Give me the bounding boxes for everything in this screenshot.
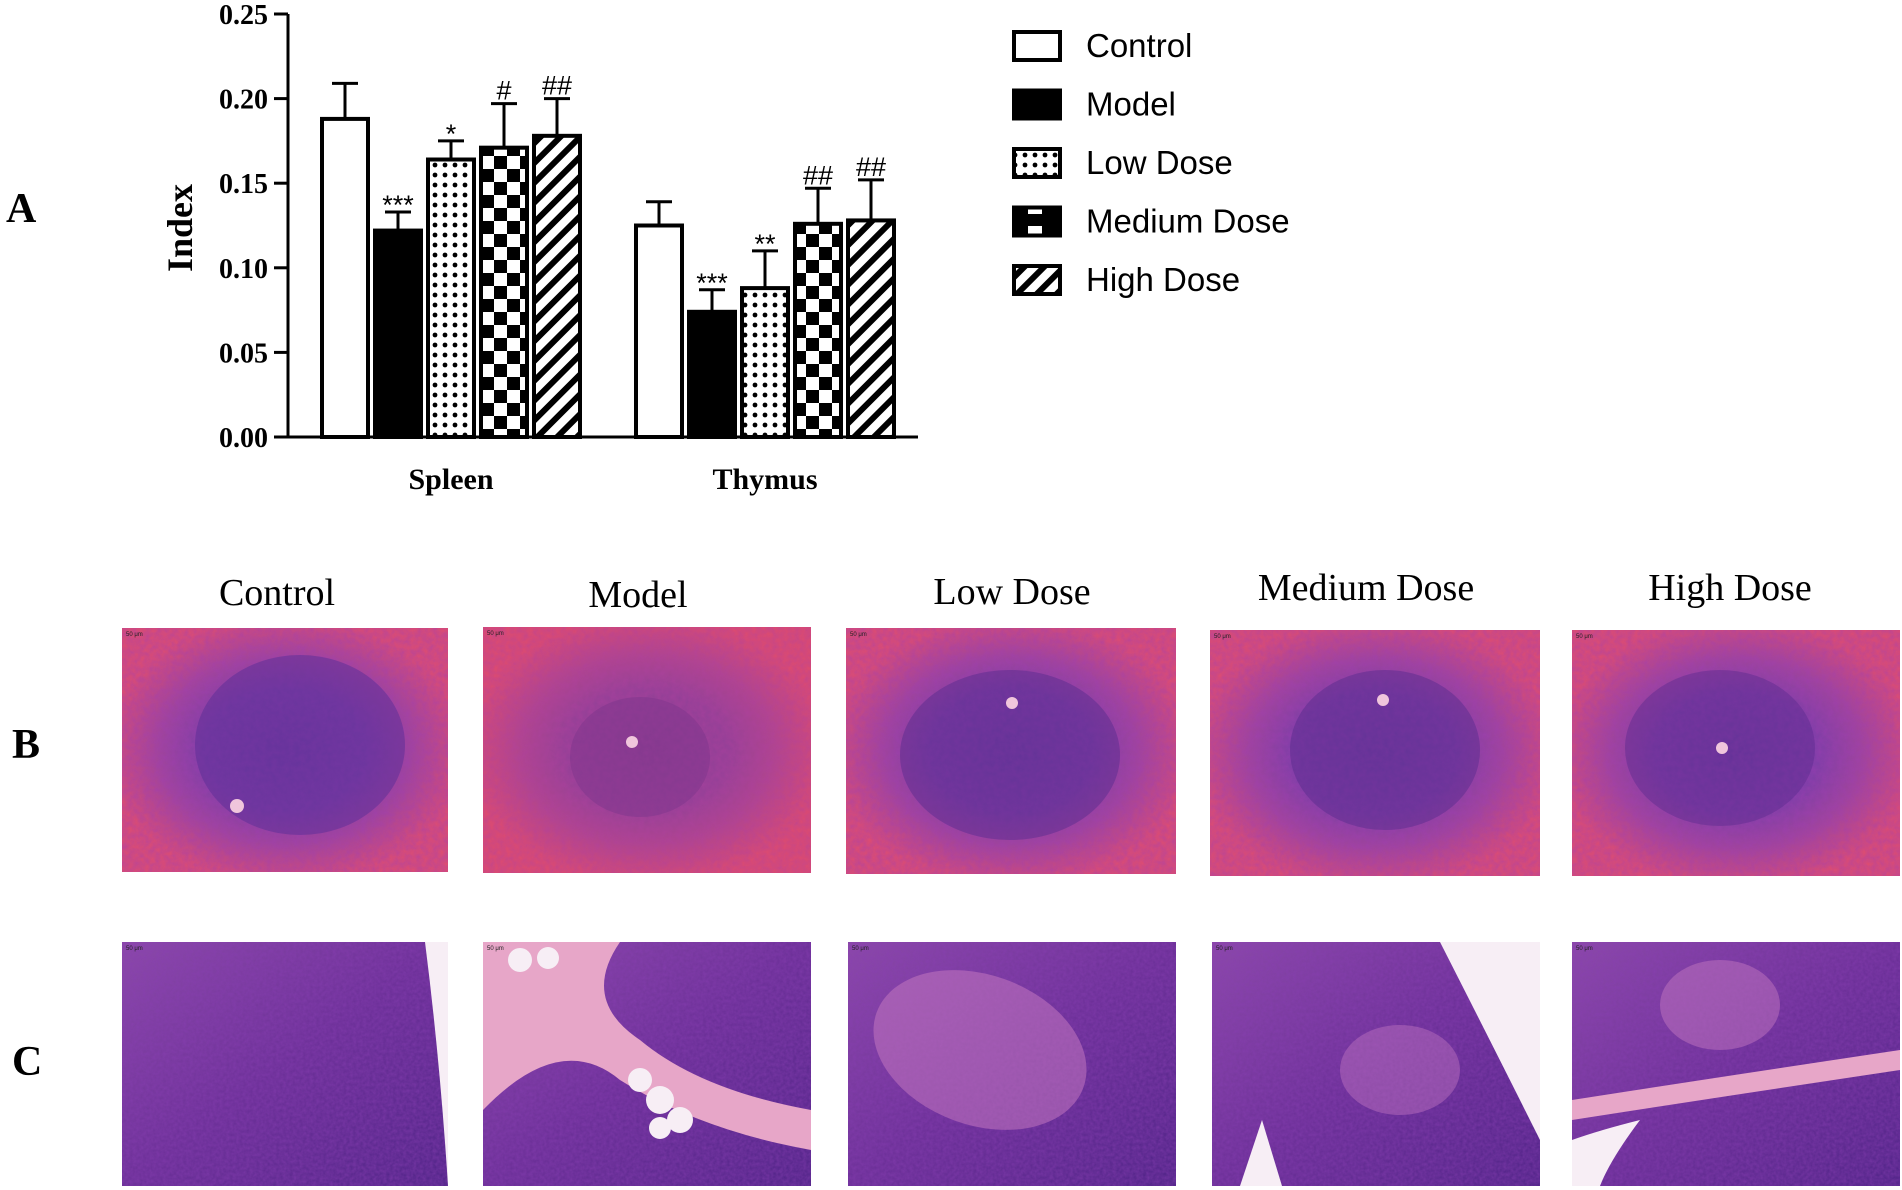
category-label-spleen: Spleen [408, 463, 493, 496]
scale-bar-label: 50 μm [1576, 634, 1593, 640]
spleen-image-control: 50 μm [122, 628, 448, 872]
bar-low-dose-spleen [426, 157, 476, 439]
significance-label: ** [754, 229, 776, 259]
scale-bar-label: 50 μm [1576, 946, 1593, 952]
spleen-micrographs: 50 μm 50 μm 50 μm 50 μm [122, 627, 1900, 876]
column-title-low-dose: Low Dose [933, 571, 1090, 613]
bars: *********####### [320, 71, 896, 440]
bar-medium-dose-spleen [479, 145, 529, 439]
column-title-medium-dose: Medium Dose [1258, 567, 1474, 609]
thymus-image-control: 50 μm [122, 942, 448, 1186]
scale-bar-label: 50 μm [487, 631, 504, 637]
y-tick-label: 0.00 [219, 423, 268, 454]
thymus-image-model: 50 μm [483, 942, 811, 1186]
bar-medium-dose-thymus [793, 221, 843, 439]
legend-label-control: Control [1086, 27, 1192, 64]
legend-swatch-low-dose [1012, 147, 1062, 179]
panel-letter-c: C [12, 1039, 42, 1085]
thymus-image-high-dose: 50 μm [1572, 942, 1900, 1186]
bar-high-dose-thymus [846, 218, 896, 439]
scale-bar-label: 50 μm [126, 946, 143, 952]
x-axis: Spleen Thymus [408, 463, 817, 496]
spleen-image-high-dose: 50 μm [1572, 630, 1900, 876]
panel-letter-b: B [12, 722, 40, 768]
significance-label: ## [542, 71, 572, 101]
significance-label: *** [696, 268, 728, 298]
significance-label: ## [856, 152, 886, 182]
scale-bar-label: 50 μm [850, 632, 867, 638]
legend-label-medium-dose: Medium Dose [1086, 203, 1290, 240]
significance-label: * [446, 119, 457, 149]
bar-high-dose-spleen [532, 133, 582, 439]
legend: Control Model Low Dose Medium Dose High Dose [1012, 27, 1290, 298]
spleen-image-low-dose: 50 μm [846, 628, 1176, 874]
scale-bar-label: 50 μm [852, 946, 869, 952]
column-title-model: Model [588, 574, 687, 616]
bar-model-thymus [687, 309, 737, 439]
y-tick-label: 0.20 [219, 85, 268, 116]
thymus-image-low-dose: 50 μm [848, 942, 1176, 1186]
legend-label-low-dose: Low Dose [1086, 144, 1233, 181]
bar-model-spleen [373, 228, 423, 439]
column-title-high-dose: High Dose [1648, 567, 1812, 609]
spleen-image-model: 50 μm [483, 627, 811, 873]
spleen-image-medium-dose: 50 μm [1210, 630, 1540, 876]
legend-swatch-medium-dose [1012, 205, 1062, 238]
thymus-image-medium-dose: 50 μm [1212, 942, 1540, 1186]
y-axis: 0.00 0.05 0.10 0.15 0.20 0.25 [219, 0, 288, 454]
bar-chart: 0.000.050.100.150.200.25 *********######… [160, 0, 918, 496]
y-tick-label: 0.15 [219, 169, 268, 200]
y-tick-label: 0.10 [219, 254, 268, 285]
scale-bar-label: 50 μm [1214, 634, 1231, 640]
bar-control-spleen [320, 116, 370, 440]
legend-swatch-high-dose [1012, 264, 1062, 296]
scale-bar-label: 50 μm [126, 632, 143, 638]
scale-bar-label: 50 μm [1216, 946, 1233, 952]
bar-control-thymus [634, 223, 684, 439]
thymus-micrographs: 50 μm 50 μm 50 μm 50 μm [122, 942, 1900, 1186]
legend-label-high-dose: High Dose [1086, 261, 1240, 298]
y-tick-label: 0.25 [219, 0, 268, 31]
y-tick-label: 0.05 [219, 338, 268, 369]
legend-swatch-model [1012, 88, 1062, 121]
y-axis-title: Index [160, 184, 200, 272]
column-title-control: Control [219, 572, 335, 614]
micrograph-titles: Control Model Low Dose Medium Dose High … [219, 567, 1812, 616]
bar-low-dose-thymus [740, 286, 790, 439]
legend-swatch-control [1012, 30, 1062, 62]
significance-label: *** [382, 190, 414, 220]
significance-label: # [496, 76, 511, 106]
legend-label-model: Model [1086, 86, 1176, 123]
significance-label: ## [803, 160, 833, 190]
category-label-thymus: Thymus [712, 463, 817, 496]
scale-bar-label: 50 μm [487, 946, 504, 952]
panel-letter-a: A [6, 186, 37, 232]
